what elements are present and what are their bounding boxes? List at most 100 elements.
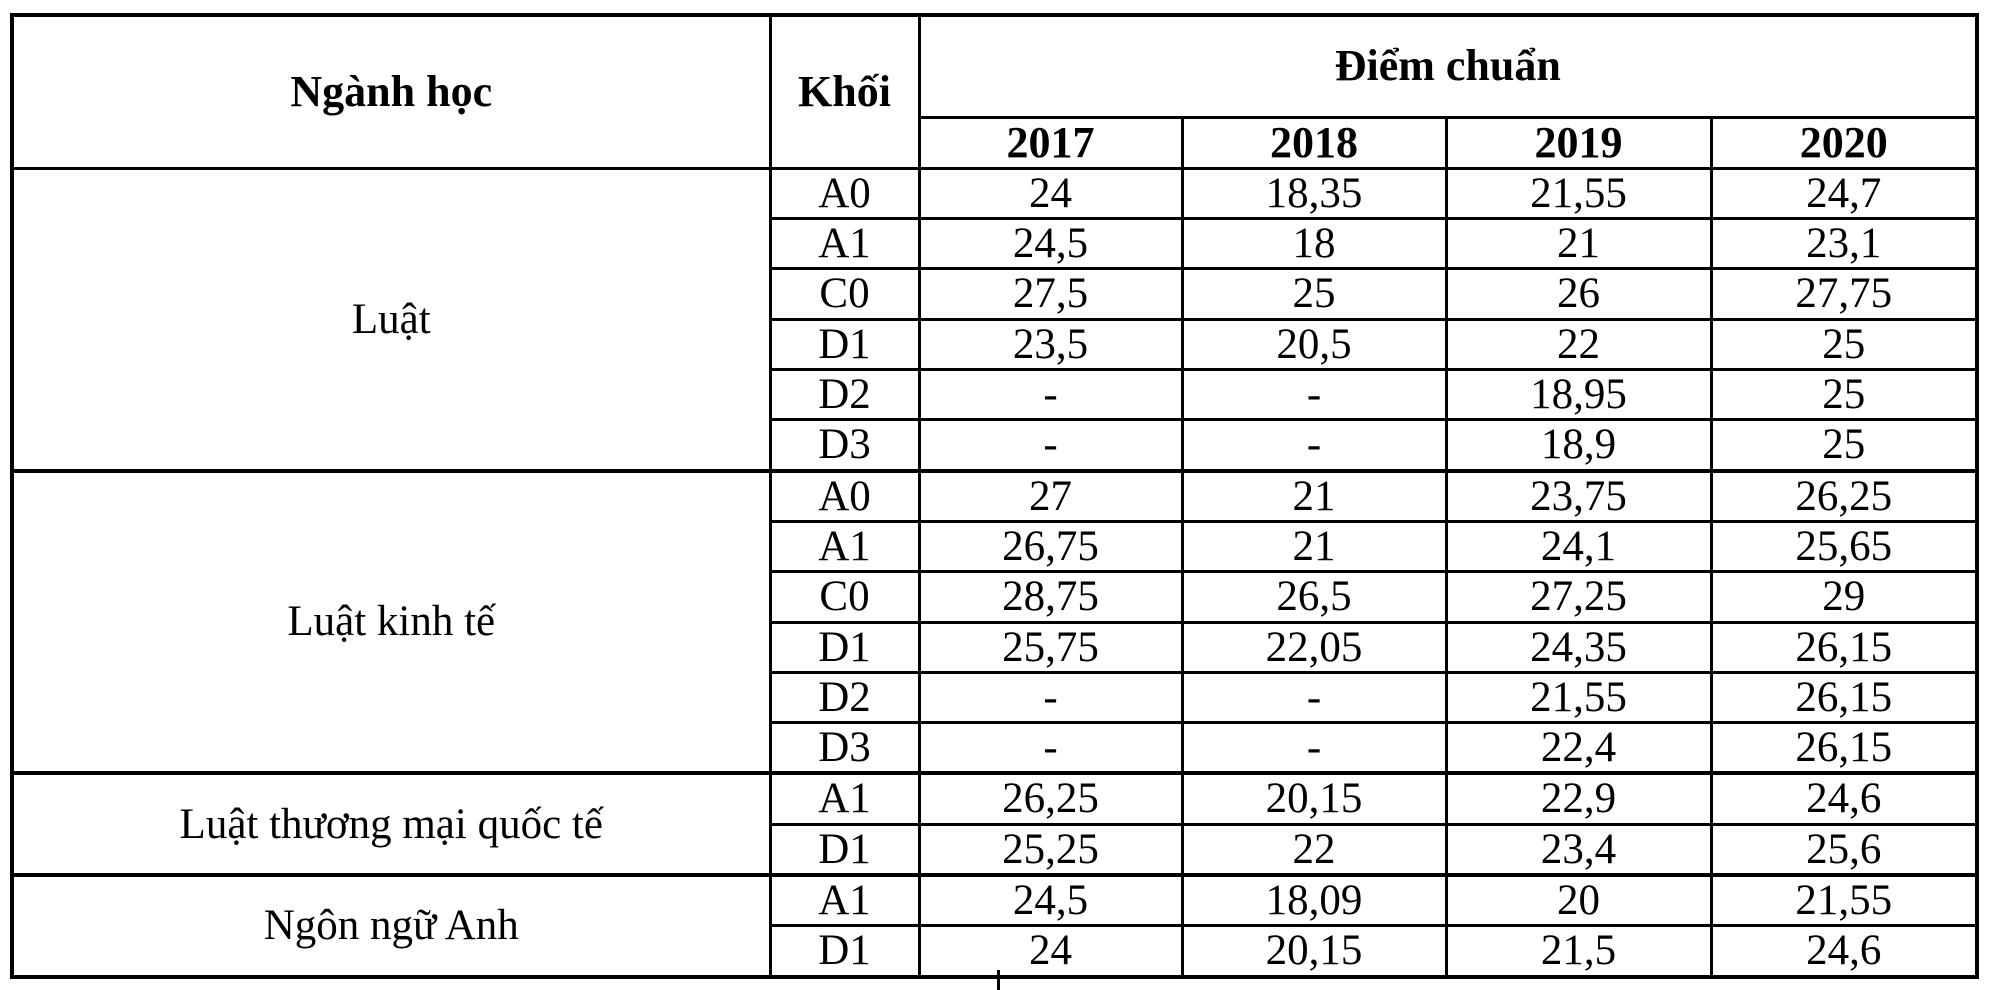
- table-row: C0 27,5 25 26 27,75: [12, 267, 1979, 321]
- score-cell-2018: 25: [1180, 267, 1448, 321]
- admission-scores-table: Ngành học Khối Điểm chuẩn 2017 2018 2019…: [10, 13, 1979, 979]
- table-row: D2- -21,55 26,15: [12, 670, 1979, 725]
- score-cell-2020: 27,75: [1709, 267, 1979, 321]
- table-row: D2- -18,95 25: [12, 368, 1979, 422]
- score-cell-2019: 18,9: [1444, 418, 1713, 473]
- score-cell-2017: 23,5: [917, 317, 1184, 372]
- score-cell-2020: 23,1: [1709, 217, 1979, 271]
- block-code-cell: D2: [768, 368, 921, 422]
- score-cell-2019: 20: [1444, 873, 1713, 928]
- score-cell-2019: 21,55: [1444, 670, 1713, 725]
- score-cell-2017: -: [917, 418, 1184, 473]
- block-code-cell: A0: [768, 166, 921, 221]
- block-code-cell: D1: [768, 924, 921, 979]
- score-cell-2019: 23,75: [1444, 468, 1713, 523]
- score-cell-2019: 21,5: [1444, 924, 1713, 979]
- score-cell-2018: 21: [1180, 468, 1448, 523]
- score-cell-2019: 23,4: [1444, 822, 1713, 877]
- block-code-cell: D1: [768, 620, 921, 674]
- score-cell-2019: 24,35: [1444, 620, 1713, 674]
- table-row: Ngôn ngữ Anh A1 24,5 18,09 20 21,55: [10, 873, 1979, 979]
- header-year-2017: 2017: [917, 115, 1184, 170]
- table-row: D1 25,75 22,05 24,35 26,15: [12, 620, 1979, 674]
- score-cell-2017: 25,75: [917, 620, 1184, 674]
- block-code-cell: D1: [768, 317, 921, 372]
- score-cell-2018: 20,5: [1180, 317, 1448, 372]
- score-cell-2017: -: [917, 721, 1184, 775]
- header-row-top: Ngành học Khối Điểm chuẩn: [10, 13, 1979, 170]
- score-cell-2020: 29: [1709, 570, 1979, 624]
- score-cell-2018: -: [1180, 418, 1448, 473]
- score-cell-2020: 24,6: [1709, 771, 1979, 826]
- score-cell-2018: 22: [1180, 822, 1448, 877]
- score-cell-2017: 24: [917, 924, 1184, 979]
- score-cell-2017: 26,25: [917, 771, 1184, 826]
- score-cell-2020: 26,15: [1709, 670, 1979, 725]
- score-cell-2019: 24,1: [1444, 519, 1713, 574]
- major-name-cell: Luật: [10, 166, 772, 473]
- score-cell-2018: 21: [1180, 519, 1448, 574]
- table-row: D1 25,25 22 23,4 25,6: [12, 822, 1979, 877]
- header-year-2019: 2019: [1444, 115, 1713, 170]
- score-cell-2020: 21,55: [1709, 873, 1979, 928]
- table-row: D3- -22,4 26,15: [12, 721, 1979, 775]
- score-cell-2019: 22,4: [1444, 721, 1713, 775]
- score-cell-2018: 20,15: [1180, 771, 1448, 826]
- table-row: D1 23,5 20,5 22 25: [12, 317, 1979, 372]
- score-cell-2018: -: [1180, 670, 1448, 725]
- score-cell-2018: 18,09: [1180, 873, 1448, 928]
- table-row: Luật thương mại quốc tế A1 26,25 20,15 22,9 2…: [10, 771, 1979, 877]
- score-cell-2017: -: [917, 368, 1184, 422]
- score-cell-2017: 24: [917, 166, 1184, 221]
- block-code-cell: C0: [768, 570, 921, 624]
- score-cell-2018: 18: [1180, 217, 1448, 271]
- block-code-cell: A1: [768, 519, 921, 574]
- score-cell-2018: 20,15: [1180, 924, 1448, 979]
- score-cell-2020: 24,6: [1709, 924, 1979, 979]
- block-code-cell: A0: [768, 468, 921, 523]
- score-cell-2020: 25: [1709, 418, 1979, 473]
- table-row: C0 28,75 26,5 27,25 29: [12, 570, 1979, 624]
- block-code-cell: A1: [768, 771, 921, 826]
- score-cell-2017: 27: [917, 468, 1184, 523]
- score-cell-2020: 26,25: [1709, 468, 1979, 523]
- table-row: Luật kinh tế A0 27 21 23,75 26,25: [10, 468, 1979, 775]
- score-cell-2018: -: [1180, 721, 1448, 775]
- score-cell-2017: 26,75: [917, 519, 1184, 574]
- block-code-cell: D3: [768, 721, 921, 775]
- score-cell-2019: 21: [1444, 217, 1713, 271]
- table-row: Luật A0 24 18,35 21,55 24,7: [10, 166, 1979, 473]
- score-cell-2020: 25,6: [1709, 822, 1979, 877]
- block-code-cell: D3: [768, 418, 921, 473]
- table-row: A1 24,5 18 21 23,1: [12, 217, 1979, 271]
- score-cell-2017: 24,5: [917, 217, 1184, 271]
- header-row-years: 2017 2018 2019 2020: [12, 115, 1979, 170]
- score-cell-2017: -: [917, 670, 1184, 725]
- score-cell-2020: 26,15: [1709, 620, 1979, 674]
- score-cell-2017: 27,5: [917, 267, 1184, 321]
- text-cursor: [997, 970, 1000, 990]
- score-cell-2017: 25,25: [917, 822, 1184, 877]
- table-row: D3- -18,9 25: [12, 418, 1979, 473]
- score-cell-2020: 25,65: [1709, 519, 1979, 574]
- score-cell-2019: 18,95: [1444, 368, 1713, 422]
- header-year-2018: 2018: [1180, 115, 1448, 170]
- score-cell-2017: 28,75: [917, 570, 1184, 624]
- header-major: Ngành học: [10, 13, 772, 170]
- score-cell-2019: 21,55: [1444, 166, 1713, 221]
- block-code-cell: A1: [768, 873, 921, 928]
- header-score-group: Điểm chuẩn: [917, 13, 1979, 119]
- score-cell-2018: 26,5: [1180, 570, 1448, 624]
- block-code-cell: D2: [768, 670, 921, 725]
- block-code-cell: A1: [768, 217, 921, 271]
- block-code-cell: C0: [768, 267, 921, 321]
- major-name-cell: Luật kinh tế: [10, 468, 772, 775]
- score-cell-2019: 26: [1444, 267, 1713, 321]
- score-cell-2019: 27,25: [1444, 570, 1713, 624]
- score-cell-2018: 22,05: [1180, 620, 1448, 674]
- score-cell-2018: -: [1180, 368, 1448, 422]
- table-row: D1 24 20,15 21,5 24,6: [12, 924, 1979, 979]
- major-name-cell: Luật thương mại quốc tế: [10, 771, 772, 877]
- score-cell-2018: 18,35: [1180, 166, 1448, 221]
